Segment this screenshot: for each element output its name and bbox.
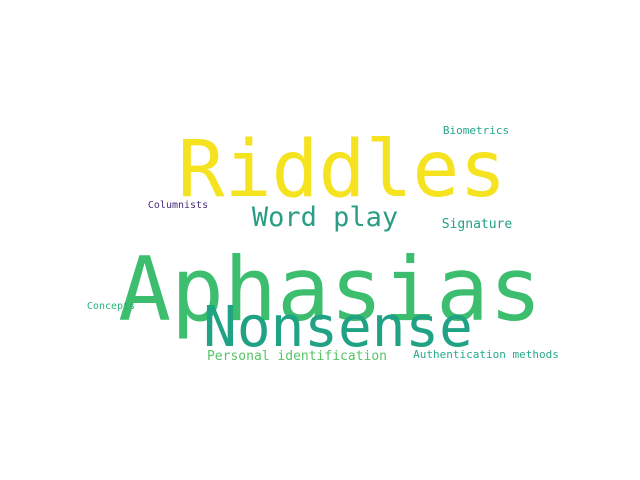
word-personal-identification: Personal identification (207, 349, 387, 364)
word-aphasias: Aphasias (118, 238, 542, 341)
word-signature: Signature (442, 217, 513, 232)
word-riddles: Riddles (178, 125, 507, 215)
word-word-play: Word play (252, 202, 398, 233)
word-biometrics: Biometrics (443, 124, 509, 137)
word-nonsense: Nonsense (203, 295, 473, 360)
word-authentication-methods: Authentication methods (413, 348, 559, 361)
word-columnists: Columnists (148, 200, 208, 211)
word-concepts: Concepts (87, 301, 135, 312)
